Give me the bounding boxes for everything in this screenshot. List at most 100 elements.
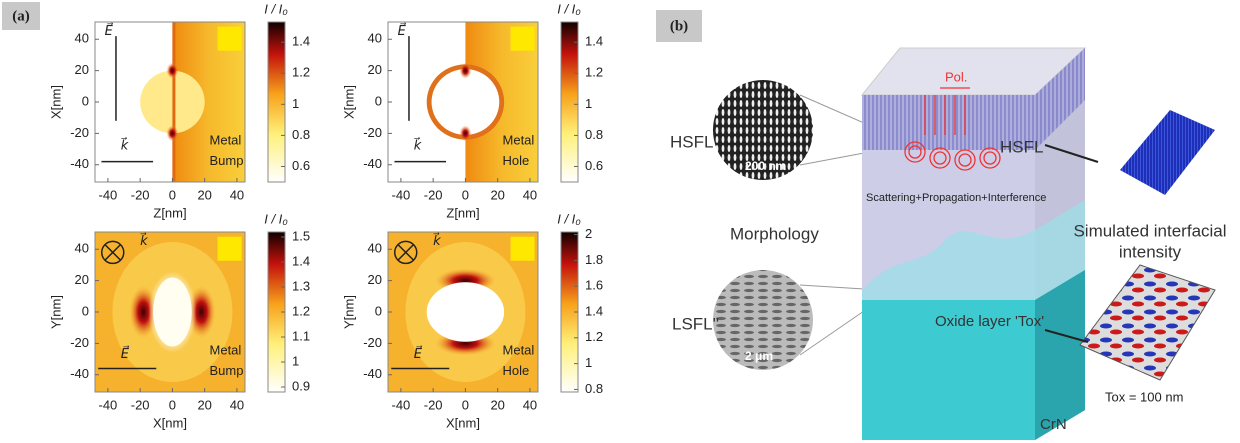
hotspot (459, 125, 472, 142)
colorbar-tick-label: 1 (585, 96, 592, 111)
y-axis-label: Y[nm] (341, 295, 356, 329)
colorbar-tick-label: 0.6 (585, 158, 603, 173)
x-tick-label: -20 (424, 397, 443, 412)
colorbar-tick-label: 1 (585, 355, 592, 370)
colorbar (267, 21, 286, 183)
colorbar-tick-label: 1.2 (585, 65, 603, 80)
hsfl-image (713, 80, 813, 180)
x-tick-label: 20 (490, 397, 504, 412)
colorbar-title: I / I₀ (557, 1, 581, 16)
x-axis-label: X[nm] (153, 415, 187, 430)
field-label: E⃗ (398, 22, 407, 37)
colorbar-tick-label: 1.2 (585, 329, 603, 344)
x-tick-label: -40 (99, 187, 118, 202)
y-tick-label: 40 (75, 31, 89, 46)
colorbar-tick-label: 1 (292, 96, 299, 111)
x-tick-label: 0 (462, 187, 469, 202)
y-tick-label: 0 (82, 93, 89, 108)
y-tick-label: 0 (375, 93, 382, 108)
y-tick-label: 40 (368, 31, 382, 46)
colorbar-tick-label: 1.6 (585, 278, 603, 293)
colorbar-tick-label: 1.4 (292, 34, 310, 49)
colorbar-tick-label: 0.8 (292, 127, 310, 142)
x-tick-label: 40 (230, 187, 244, 202)
x-tick-label: 0 (462, 397, 469, 412)
y-tick-label: 20 (75, 62, 89, 77)
label-box (656, 10, 702, 42)
colorbar-tick-label: 1.8 (585, 252, 603, 267)
simulated-label: intensity (1119, 242, 1182, 261)
colorbar-tick-label: 0.8 (585, 381, 603, 396)
y-tick-label: 20 (368, 62, 382, 77)
label-box (2, 2, 40, 30)
process-label: Scattering+Propagation+Interference (866, 192, 1046, 204)
colorbar-tick-label: 1.4 (292, 253, 310, 268)
wave-label: k⃗ (140, 232, 149, 247)
y-axis-label: Y[nm] (48, 295, 63, 329)
y-axis-label: X[nm] (341, 85, 356, 119)
hotspot (166, 62, 179, 79)
x-tick-label: -20 (131, 397, 150, 412)
colorbar-tick-label: 0.6 (292, 158, 310, 173)
wave-label: k⃗ (120, 137, 129, 152)
metal-edge (172, 22, 176, 182)
colorbar-tick-label: 1 (292, 353, 299, 368)
y-tick-label: -20 (70, 335, 89, 350)
annotation: Metal (503, 133, 535, 148)
y-tick-label: -40 (363, 156, 382, 171)
x-tick-label: 40 (230, 397, 244, 412)
colorbar-title: I / I₀ (557, 211, 581, 226)
x-tick-label: 0 (169, 397, 176, 412)
hotspot (459, 62, 472, 79)
colorbar-tick-label: 1.4 (585, 303, 603, 318)
x-tick-label: 20 (490, 187, 504, 202)
x-tick-label: 20 (197, 397, 211, 412)
x-axis-label: Z[nm] (446, 205, 479, 220)
heatmap (388, 22, 538, 182)
artifact (217, 26, 242, 51)
panel-label: (b) (670, 18, 688, 34)
oxide-label: Oxide layer 'Tox' (935, 313, 1044, 330)
x-axis-label: X[nm] (446, 415, 480, 430)
colorbar (560, 21, 579, 183)
colorbar-tick-label: 1.2 (292, 65, 310, 80)
hsfl-label: HSFL (670, 132, 713, 151)
y-tick-label: -20 (70, 125, 89, 140)
x-tick-label: -40 (392, 397, 411, 412)
k-symbol (397, 243, 415, 261)
morphology-label: Morphology (730, 224, 819, 243)
y-tick-label: 20 (368, 272, 382, 287)
bump (153, 277, 192, 347)
colorbar-tick-label: 2 (585, 226, 592, 241)
scale-label: 200 nm (745, 159, 786, 173)
k-symbol (104, 243, 122, 261)
heatmap (95, 22, 245, 182)
y-tick-label: 40 (368, 241, 382, 256)
hole (426, 282, 505, 342)
annotation: Metal (210, 133, 242, 148)
panel-label: (a) (12, 8, 30, 24)
y-tick-label: -20 (363, 335, 382, 350)
colorbar-tick-label: 1.1 (292, 328, 310, 343)
k-symbol (100, 240, 125, 265)
thickness-label: Tox = 100 nm (1105, 389, 1183, 404)
colorbar-tick-label: 1.5 (292, 228, 310, 243)
annotation: Hole (503, 363, 530, 378)
wave-label: k⃗ (413, 137, 422, 152)
hole (431, 69, 500, 135)
y-tick-label: -40 (70, 366, 89, 381)
y-axis-label: X[nm] (48, 85, 63, 119)
y-tick-label: 0 (375, 303, 382, 318)
simulated-label: Simulated interfacial (1073, 221, 1226, 240)
substrate-label: CrN (1040, 416, 1067, 433)
x-tick-label: 0 (169, 187, 176, 202)
y-tick-label: 20 (75, 272, 89, 287)
hotspot (166, 125, 179, 142)
y-tick-label: 0 (82, 303, 89, 318)
field-label: E⃗ (414, 345, 423, 360)
y-tick-label: 40 (75, 241, 89, 256)
x-tick-label: 40 (523, 187, 537, 202)
artifact (510, 236, 535, 261)
hsfl-block-label: HSFL (1000, 137, 1043, 156)
